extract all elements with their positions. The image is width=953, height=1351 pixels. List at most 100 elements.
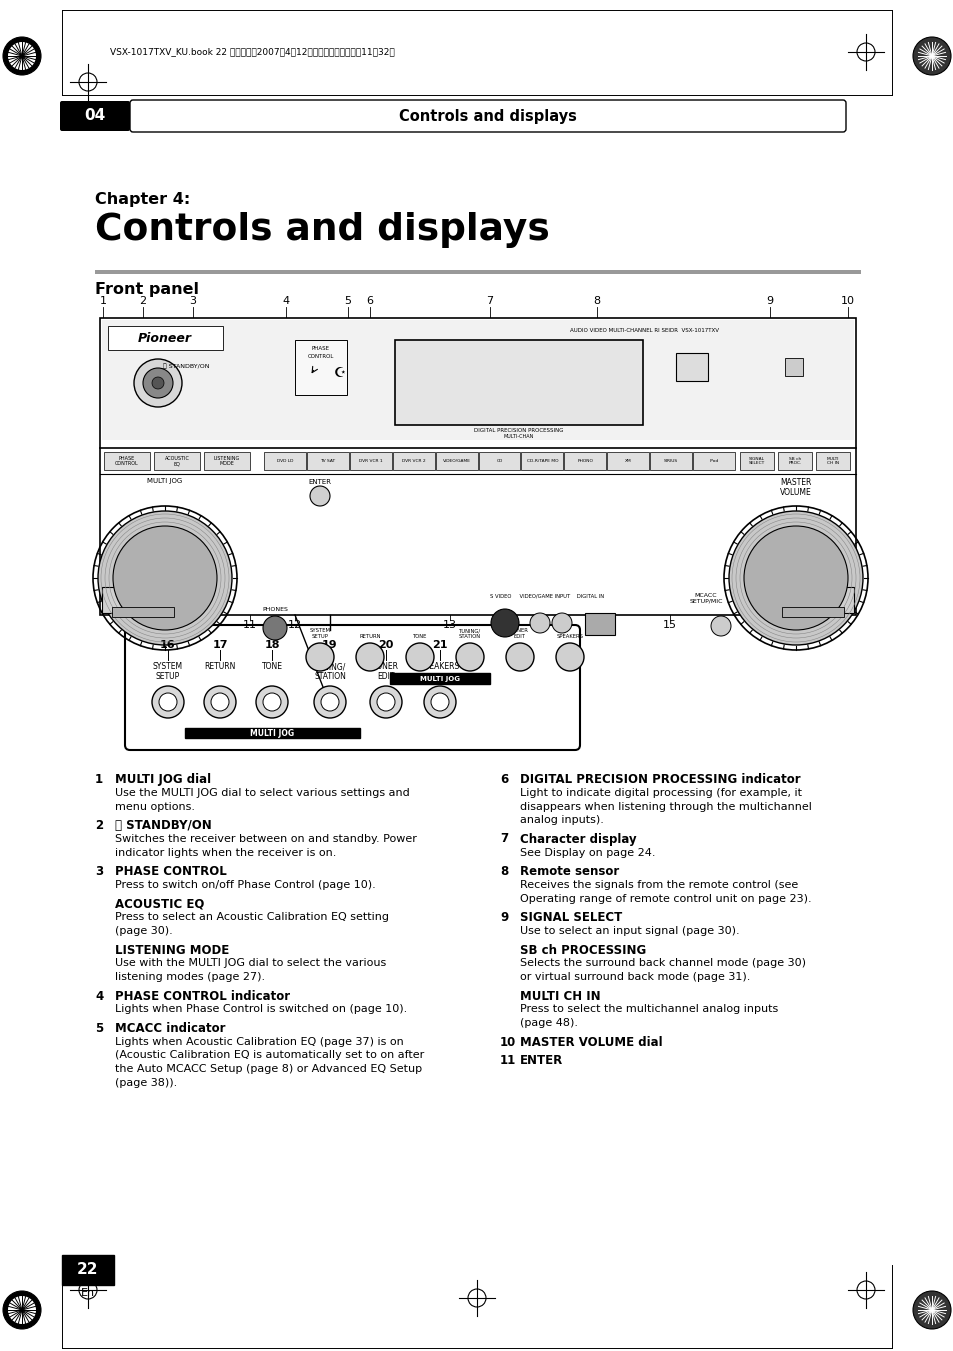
Text: Lights when Phase Control is switched on (page 10).: Lights when Phase Control is switched on… [115, 1005, 407, 1015]
Text: Pioneer: Pioneer [138, 331, 192, 345]
Text: 7: 7 [486, 296, 493, 305]
Text: Use the MULTI JOG dial to select various settings and: Use the MULTI JOG dial to select various… [115, 788, 410, 798]
Text: MCACC
SETUP/MIC: MCACC SETUP/MIC [688, 593, 722, 604]
Bar [104, 453, 150, 470]
Text: XM: XM [624, 459, 631, 463]
Text: 11: 11 [499, 1055, 516, 1067]
Circle shape [423, 686, 456, 717]
Text: (page 48).: (page 48). [519, 1019, 578, 1028]
Circle shape [159, 693, 177, 711]
Bar [815, 453, 849, 470]
Bar [395, 340, 642, 426]
Text: PHASE
CONTROL: PHASE CONTROL [115, 455, 139, 466]
Text: CD: CD [496, 459, 502, 463]
Text: TUNER
EDIT: TUNER EDIT [373, 662, 398, 681]
Text: 16: 16 [160, 640, 175, 650]
Circle shape [255, 686, 288, 717]
Text: SIGNAL SELECT: SIGNAL SELECT [519, 911, 621, 924]
Text: 22: 22 [77, 1262, 99, 1278]
Text: Use to select an input signal (page 30).: Use to select an input signal (page 30). [519, 925, 739, 936]
Text: DVR VCR 2: DVR VCR 2 [401, 459, 425, 463]
Text: SPEAKERS: SPEAKERS [556, 634, 583, 639]
Text: 6: 6 [366, 296, 374, 305]
Text: Selects the surround back channel mode (page 30): Selects the surround back channel mode (… [519, 958, 805, 969]
Bar [393, 453, 435, 470]
Circle shape [530, 613, 550, 634]
Bar [108, 326, 223, 350]
Text: 10: 10 [499, 1035, 516, 1048]
Text: analog inputs).: analog inputs). [519, 815, 603, 825]
Bar [778, 453, 811, 470]
Bar [781, 607, 843, 617]
Circle shape [211, 693, 229, 711]
Circle shape [912, 1292, 950, 1329]
Circle shape [8, 42, 36, 70]
Bar [784, 358, 802, 376]
Circle shape [263, 616, 287, 640]
Text: 17: 17 [212, 640, 228, 650]
Circle shape [556, 643, 583, 671]
Bar [740, 453, 773, 470]
Text: ENTER: ENTER [308, 480, 331, 485]
Text: 1: 1 [95, 773, 103, 786]
Text: 5: 5 [95, 1021, 103, 1035]
Circle shape [355, 643, 384, 671]
Text: DIGITAL PRECISION PROCESSING: DIGITAL PRECISION PROCESSING [474, 428, 563, 434]
Text: RETURN: RETURN [359, 634, 380, 639]
Text: MULTI JOG dial: MULTI JOG dial [115, 773, 211, 786]
Bar [264, 453, 306, 470]
Text: PHASE CONTROL indicator: PHASE CONTROL indicator [115, 989, 290, 1002]
Bar [102, 320, 853, 440]
Text: PHASE: PHASE [312, 346, 330, 351]
Text: MULTI JOG: MULTI JOG [147, 478, 182, 484]
Text: (page 38)).: (page 38)). [115, 1078, 177, 1088]
Bar [436, 453, 477, 470]
Text: (Acoustic Calibration EQ is automatically set to on after: (Acoustic Calibration EQ is automaticall… [115, 1051, 424, 1061]
Text: VIDEO/GAME: VIDEO/GAME [442, 459, 470, 463]
Text: 20: 20 [378, 640, 394, 650]
Circle shape [376, 693, 395, 711]
Text: or virtual surround back mode (page 31).: or virtual surround back mode (page 31). [519, 971, 750, 982]
Text: SIGNAL
SELECT: SIGNAL SELECT [748, 457, 764, 465]
Bar [676, 353, 707, 381]
Text: Press to select the multichannel analog inputs: Press to select the multichannel analog … [519, 1005, 778, 1015]
Text: 11: 11 [243, 620, 256, 630]
Text: Remote sensor: Remote sensor [519, 865, 618, 878]
Text: MULTI-CHAN: MULTI-CHAN [503, 434, 534, 439]
Text: SB ch
PROC.: SB ch PROC. [787, 457, 801, 465]
Circle shape [320, 693, 338, 711]
Text: Press to select an Acoustic Calibration EQ setting: Press to select an Acoustic Calibration … [115, 912, 389, 923]
Circle shape [491, 609, 518, 638]
Text: PHASE CONTROL: PHASE CONTROL [115, 865, 227, 878]
Text: 12: 12 [288, 620, 302, 630]
Circle shape [204, 686, 235, 717]
Text: TUNER
EDIT: TUNER EDIT [511, 628, 528, 639]
Text: LISTENING
MODE: LISTENING MODE [213, 455, 240, 466]
Text: ENTER: ENTER [519, 1055, 562, 1067]
Text: SYSTEM
SETUP: SYSTEM SETUP [309, 628, 330, 639]
Text: indicator lights when the receiver is on.: indicator lights when the receiver is on… [115, 847, 336, 858]
Text: Switches the receiver between on and standby. Power: Switches the receiver between on and sta… [115, 834, 416, 844]
Text: 6: 6 [499, 773, 508, 786]
Text: AUDIO VIDEO MULTI-CHANNEL RI SEIDR  VSX-1017TXV: AUDIO VIDEO MULTI-CHANNEL RI SEIDR VSX-1… [569, 328, 719, 332]
Text: the Auto MCACC Setup (page 8) or Advanced EQ Setup: the Auto MCACC Setup (page 8) or Advance… [115, 1065, 421, 1074]
Text: 15: 15 [662, 620, 677, 630]
Text: iPod: iPod [709, 459, 718, 463]
Bar [307, 453, 349, 470]
Text: MULTI JOG: MULTI JOG [250, 728, 294, 738]
Text: TUNING/
STATION: TUNING/ STATION [458, 628, 480, 639]
Text: DIGITAL PRECISION PROCESSING indicator: DIGITAL PRECISION PROCESSING indicator [519, 773, 800, 786]
Circle shape [370, 686, 401, 717]
Circle shape [306, 643, 334, 671]
Text: Use with the MULTI JOG dial to select the various: Use with the MULTI JOG dial to select th… [115, 958, 386, 969]
Text: PHONES: PHONES [262, 607, 288, 612]
Text: 4: 4 [95, 989, 103, 1002]
Text: SIRIUS: SIRIUS [663, 459, 678, 463]
Bar [294, 340, 347, 394]
Text: CONTROL: CONTROL [308, 354, 334, 359]
Circle shape [912, 36, 950, 76]
Text: CD-R/TAPE MO: CD-R/TAPE MO [526, 459, 558, 463]
Circle shape [143, 367, 172, 399]
Text: TV SAT: TV SAT [320, 459, 335, 463]
FancyBboxPatch shape [60, 101, 130, 131]
